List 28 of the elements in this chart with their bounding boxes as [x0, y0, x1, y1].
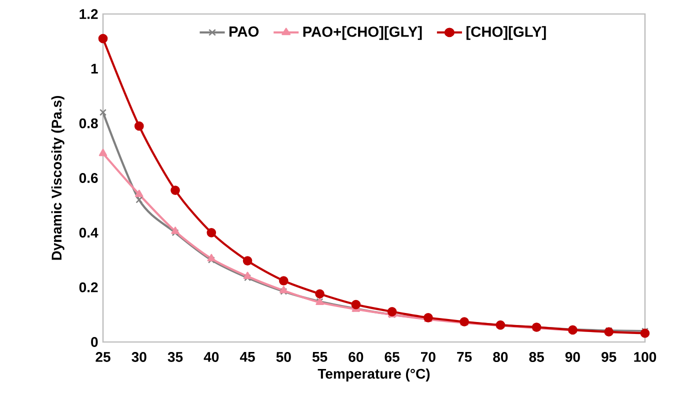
y-axis-title: Dynamic Viscosity (Pa.s)	[51, 96, 64, 260]
x-tick-label: 65	[384, 352, 400, 362]
legend-label: PAO	[229, 26, 259, 37]
x-tick-label: 30	[132, 352, 146, 362]
x-tick-label: 95	[602, 352, 616, 362]
y-tick-label: 0	[91, 337, 98, 347]
x-tick-label: 85	[529, 352, 544, 362]
y-tick-label: 0.2	[79, 282, 98, 292]
x-tick-label: 25	[96, 352, 110, 362]
legend-label: PAO+[CHO][GLY]	[303, 26, 422, 40]
y-tick-label: 0.8	[79, 118, 98, 128]
x-tick-label: 70	[421, 352, 436, 362]
x-tick-label: 35	[168, 352, 183, 362]
y-tick-label: 1.2	[80, 9, 98, 19]
y-tick-label: 1	[91, 64, 98, 74]
x-tick-label: 60	[348, 352, 364, 362]
x-tick-label: 80	[493, 352, 508, 362]
x-tick-label: 55	[312, 352, 328, 362]
y-tick-label: 0.4	[79, 228, 98, 238]
x-axis-title: Temperature (°C)	[318, 368, 430, 382]
x-tick-label: 40	[204, 352, 219, 362]
legend-label: [CHO][GLY]	[466, 26, 546, 40]
x-tick-label: 50	[276, 352, 291, 362]
x-tick-label: 75	[457, 352, 472, 362]
y-tick-label: 0.6	[79, 173, 98, 183]
x-tick-label: 100	[634, 352, 656, 362]
x-tick-label: 90	[565, 352, 580, 362]
x-tick-label: 45	[240, 352, 255, 362]
